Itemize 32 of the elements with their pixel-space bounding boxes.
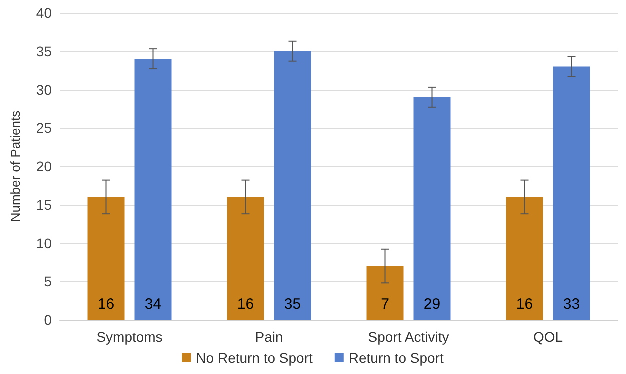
y-tick-label: 10: [36, 235, 52, 252]
data-label: 33: [563, 296, 580, 313]
bar: [414, 97, 451, 320]
x-tick-label: Pain: [255, 329, 284, 345]
y-axis-title: Number of Patients: [8, 110, 23, 222]
data-label: 35: [284, 296, 302, 313]
data-label: 29: [424, 296, 441, 313]
y-tick-label: 30: [36, 82, 52, 98]
x-tick-label: Symptoms: [96, 329, 163, 345]
y-tick-label: 35: [36, 43, 52, 60]
legend-label: Return to Sport: [348, 350, 444, 366]
bar: [366, 266, 404, 320]
data-label: 7: [381, 296, 390, 313]
y-tick-label: 15: [36, 196, 52, 213]
legend-label: No Return to Sport: [196, 350, 314, 366]
y-tick-label: 20: [36, 158, 52, 174]
bar: [88, 197, 125, 320]
bar: [134, 59, 172, 320]
bar: [227, 197, 264, 320]
x-tick-label: Sport Activity: [368, 329, 450, 345]
x-tick-label: QOL: [533, 329, 564, 345]
data-label: 34: [144, 296, 162, 313]
y-tick-label: 40: [36, 5, 52, 21]
bar: [274, 51, 312, 320]
y-tick-label: 5: [44, 274, 52, 290]
bar: [506, 197, 544, 320]
data-label: 16: [237, 296, 254, 313]
y-tick-label: 0: [44, 312, 52, 328]
data-label: 16: [516, 296, 534, 313]
data-label: 16: [98, 296, 115, 313]
y-tick-label: 25: [36, 120, 52, 136]
bar: [553, 66, 590, 320]
